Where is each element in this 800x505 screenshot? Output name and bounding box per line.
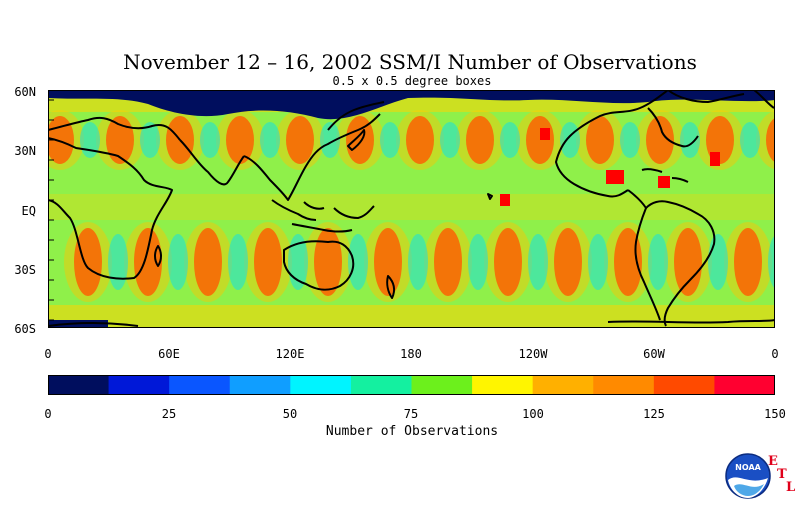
map-subtitle: 0.5 x 0.5 degree boxes [332, 74, 492, 88]
lat-label-eq: EQ [21, 204, 36, 218]
orbit-band-hot [766, 117, 775, 163]
orbit-band-cool [168, 234, 188, 290]
etl-letter-e: E [768, 454, 778, 469]
lat-label-30s: 30S [14, 263, 36, 277]
orbit-band-cool [768, 235, 775, 289]
map-tick-marks [48, 99, 54, 321]
orbit-band-cool [408, 234, 428, 290]
orbit-band-hot [226, 116, 254, 164]
orbit-band-hot [314, 228, 342, 296]
orbit-band-cool [228, 234, 248, 290]
orbit-band-cool [200, 122, 220, 158]
high-count-spots [500, 128, 720, 206]
orbit-band-hot [494, 228, 522, 296]
orbit-band-cool [440, 122, 460, 158]
colorbar-tick-75: 75 [403, 407, 419, 421]
lat-label-60n: 60N [14, 85, 36, 99]
observation-heatmap [48, 90, 775, 328]
orbit-band-hot [554, 228, 582, 296]
map-title: November 12 – 16, 2002 SSM/I Number of O… [123, 50, 697, 74]
colorbar-tick-125: 125 [643, 407, 665, 421]
orbit-band-cool [500, 122, 520, 158]
colorbar-tick-150: 150 [764, 407, 786, 421]
colorbar-swatch-7 [472, 375, 534, 395]
lon-label-0: 0 [44, 347, 52, 361]
orbit-band-hot [254, 228, 282, 296]
orbit-band-hot [134, 228, 162, 296]
etl-letter-l: L [786, 480, 796, 495]
orbit-band-cool [380, 122, 400, 158]
lon-label-120w: 120W [518, 347, 548, 361]
orbit-band-hot [286, 116, 314, 164]
etl-letter-t: T [777, 467, 787, 482]
arctic-low-count [48, 90, 775, 120]
observation-map [48, 90, 775, 328]
colorbar-label: Number of Observations [325, 424, 499, 439]
orbit-band-cool [560, 122, 580, 158]
orbit-band-hot [674, 228, 702, 296]
orbit-band-hot [346, 116, 374, 164]
noaa-emblem: NOAA [725, 453, 771, 499]
colorbar-swatch-6 [411, 375, 473, 395]
orbit-band-hot [466, 116, 494, 164]
noaa-logo-text: NOAA [735, 463, 761, 472]
orbit-band-hot [434, 228, 462, 296]
orbit-band-cool [80, 122, 100, 158]
orbit-band-cool [588, 234, 608, 290]
lat-label-60s: 60S [14, 322, 36, 336]
coastlines [48, 90, 775, 327]
orbit-band-cool [620, 122, 640, 158]
orbit-band-cool [528, 234, 548, 290]
colorbar-swatch-11 [714, 375, 776, 395]
colorbar-tick-25: 25 [161, 407, 177, 421]
colorbar [48, 375, 776, 395]
orbit-band-hot [734, 228, 762, 296]
colorbar-swatch-2 [169, 375, 231, 395]
orbit-band-cool [108, 234, 128, 290]
orbit-band-cool [320, 122, 340, 158]
colorbar-tick-0: 0 [44, 407, 52, 421]
colorbar-swatch-0 [48, 375, 110, 395]
orbit-band-hot [74, 228, 102, 296]
colorbar-swatch-9 [593, 375, 655, 395]
orbit-band-hot [406, 116, 434, 164]
orbit-band-hot [646, 116, 674, 164]
noaa-logo: NOAA [724, 452, 772, 500]
lon-label-0-end: 0 [771, 347, 779, 361]
orbit-band-cool [740, 122, 760, 158]
lon-label-180: 180 [400, 347, 422, 361]
orbit-band-cool [648, 234, 668, 290]
lon-label-60e: 60E [158, 347, 180, 361]
orbit-band-cool [468, 234, 488, 290]
orbit-band-cool [708, 234, 728, 290]
orbit-band-cool [680, 122, 700, 158]
colorbar-swatch-3 [229, 375, 291, 395]
orbit-band-cool [348, 234, 368, 290]
orbit-band-cool [260, 122, 280, 158]
colorbar-swatch-4 [290, 375, 352, 395]
colorbar-tick-100: 100 [522, 407, 544, 421]
colorbar-swatch-8 [532, 375, 594, 395]
orbit-band-hot [194, 228, 222, 296]
colorbar-tick-50: 50 [282, 407, 298, 421]
colorbar-swatch-10 [653, 375, 715, 395]
lat-label-30n: 30N [14, 144, 36, 158]
colorbar-swatch-1 [108, 375, 170, 395]
orbit-band-hot [374, 228, 402, 296]
orbit-band-cool [140, 122, 160, 158]
colorbar-swatches [48, 375, 776, 395]
orbit-band-hot [106, 116, 134, 164]
orbit-band-hot [586, 116, 614, 164]
lon-label-120e: 120E [275, 347, 305, 361]
colorbar-swatch-5 [350, 375, 412, 395]
lon-label-60w: 60W [643, 347, 665, 361]
